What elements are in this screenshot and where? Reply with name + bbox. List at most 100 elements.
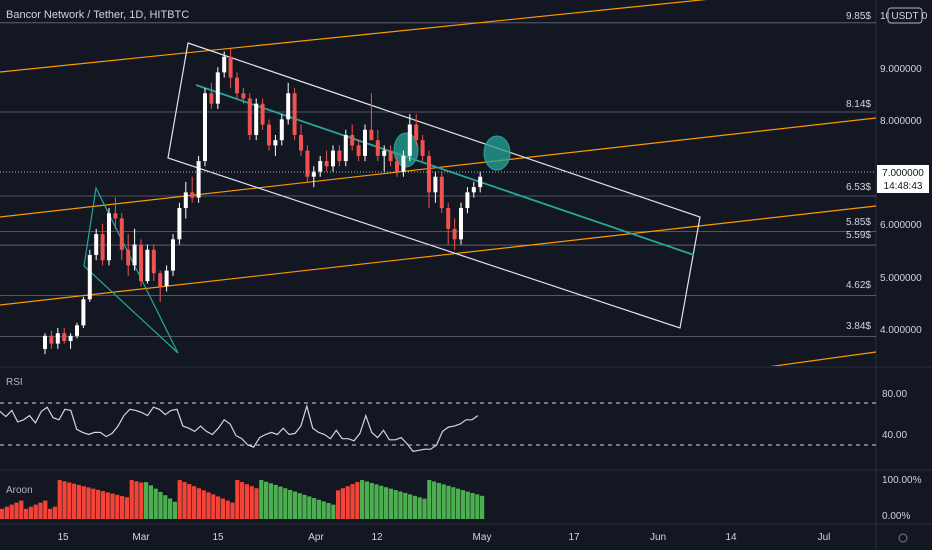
candle[interactable] [222, 51, 227, 78]
settings-icon[interactable] [898, 533, 908, 543]
candle[interactable] [420, 134, 425, 162]
aroon-bar [321, 501, 326, 519]
aroon-bar [182, 482, 187, 519]
candle-body [171, 239, 175, 271]
candle[interactable] [241, 88, 246, 104]
candle[interactable] [452, 218, 457, 250]
candle[interactable] [478, 171, 483, 193]
candle[interactable] [183, 181, 188, 219]
candle[interactable] [311, 166, 316, 188]
candle[interactable] [260, 98, 265, 130]
candle[interactable] [215, 67, 220, 109]
candle[interactable] [382, 145, 387, 172]
candle[interactable] [433, 171, 438, 203]
aroon-tick-label: 0.00% [882, 511, 910, 522]
candle[interactable] [363, 124, 367, 162]
aroon-bar [19, 500, 24, 519]
candle[interactable] [171, 234, 175, 276]
wedge-triangle[interactable] [83, 186, 179, 354]
candle[interactable] [337, 145, 342, 167]
candle[interactable] [196, 155, 201, 203]
candle[interactable] [465, 187, 470, 214]
candle[interactable] [375, 129, 380, 162]
candle[interactable] [305, 145, 310, 182]
candle[interactable] [350, 124, 355, 151]
candle[interactable] [75, 322, 79, 339]
rsi-label[interactable]: RSI [6, 377, 23, 388]
candle[interactable] [209, 82, 214, 109]
candle[interactable] [55, 328, 60, 349]
candle[interactable] [318, 155, 323, 177]
candle[interactable] [471, 181, 476, 198]
rsi-line[interactable] [0, 403, 479, 452]
candle[interactable] [94, 228, 99, 261]
candle[interactable] [267, 119, 271, 151]
candle[interactable] [132, 228, 137, 271]
candle[interactable] [126, 234, 131, 276]
candle[interactable] [158, 270, 163, 302]
aroon-histogram[interactable] [0, 480, 485, 519]
candle[interactable] [107, 208, 111, 266]
candle[interactable] [151, 244, 156, 282]
time-axis[interactable]: 15 Mar 15 Apr 12 May 17 Jun 14 Jul [57, 532, 830, 543]
candle[interactable] [203, 88, 207, 167]
candle[interactable] [324, 150, 329, 172]
candle[interactable] [113, 197, 118, 229]
candle[interactable] [235, 72, 239, 99]
candle-body [158, 273, 163, 287]
candle[interactable] [459, 202, 463, 245]
candle-body [375, 140, 380, 156]
candle[interactable] [164, 265, 169, 292]
currency-badge[interactable]: USDT [887, 7, 923, 24]
candle[interactable] [279, 114, 284, 146]
candle[interactable] [299, 124, 303, 156]
candle[interactable] [68, 333, 73, 349]
aroon-label[interactable]: Aroon [6, 485, 33, 496]
candle[interactable] [139, 239, 143, 287]
candle[interactable] [273, 134, 278, 156]
candle[interactable] [369, 93, 374, 141]
candle[interactable] [446, 202, 451, 245]
candle[interactable] [286, 82, 291, 125]
aroon-bar [148, 485, 153, 519]
orange-trendline-1[interactable] [0, 0, 876, 73]
channel-midline[interactable] [195, 84, 695, 256]
candle[interactable] [145, 244, 150, 284]
candle[interactable] [190, 176, 195, 203]
candle[interactable] [388, 145, 393, 167]
candle[interactable] [62, 328, 67, 344]
aroon-bar [81, 486, 86, 519]
candle[interactable] [49, 330, 54, 349]
candle[interactable] [228, 48, 233, 89]
channel-polygon[interactable] [167, 42, 701, 329]
candle[interactable] [395, 155, 399, 177]
candle[interactable] [414, 114, 419, 146]
candle[interactable] [254, 98, 259, 141]
candle[interactable] [87, 249, 92, 302]
candle[interactable] [401, 150, 406, 177]
candle-body [286, 93, 291, 120]
candle[interactable] [81, 296, 86, 328]
candle[interactable] [177, 202, 182, 245]
candle[interactable] [331, 145, 335, 172]
candle[interactable] [439, 171, 444, 214]
circle-marker-2[interactable] [483, 135, 511, 171]
orange-trendline-3[interactable] [0, 205, 876, 306]
candle[interactable] [427, 150, 431, 209]
candle[interactable] [407, 114, 412, 162]
candle-body [196, 161, 201, 198]
candle[interactable] [119, 213, 124, 261]
candle[interactable] [100, 223, 105, 266]
candle[interactable] [356, 140, 361, 162]
candle[interactable] [292, 88, 297, 141]
symbol-title[interactable]: Bancor Network / Tether, 1D, HITBTC [6, 9, 190, 21]
circle-marker-1[interactable] [393, 132, 419, 168]
orange-trendline-4[interactable] [760, 351, 876, 368]
aroon-bar [43, 500, 48, 519]
candle[interactable] [247, 93, 252, 141]
aroon-bar [105, 492, 110, 519]
candle-body [343, 134, 348, 162]
candle[interactable] [343, 129, 348, 167]
candle[interactable] [43, 333, 47, 355]
